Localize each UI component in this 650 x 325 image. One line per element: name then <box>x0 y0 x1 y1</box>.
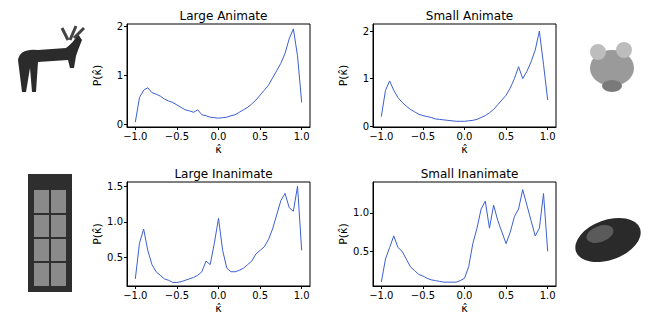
svg-text:−0.5: −0.5 <box>411 131 435 142</box>
svg-text:−1.0: −1.0 <box>123 290 147 301</box>
svg-text:0.0: 0.0 <box>457 290 473 301</box>
svg-text:1: 1 <box>363 73 369 84</box>
svg-text:Small Inanimate: Small Inanimate <box>421 167 519 181</box>
svg-text:−0.5: −0.5 <box>165 290 189 301</box>
svg-text:1.0: 1.0 <box>540 131 556 142</box>
svg-text:κ̂: κ̂ <box>215 143 222 156</box>
svg-text:1: 1 <box>117 70 123 81</box>
svg-text:1.0: 1.0 <box>294 131 310 142</box>
svg-text:0.5: 0.5 <box>252 131 268 142</box>
svg-text:−1.0: −1.0 <box>123 131 147 142</box>
svg-text:0.0: 0.0 <box>211 131 227 142</box>
svg-text:2: 2 <box>117 21 123 32</box>
svg-text:0: 0 <box>363 121 369 132</box>
svg-text:−1.0: −1.0 <box>369 131 393 142</box>
svg-text:−0.5: −0.5 <box>165 131 189 142</box>
svg-text:1.0: 1.0 <box>353 207 369 218</box>
svg-text:0.5: 0.5 <box>498 290 514 301</box>
svg-text:κ̂: κ̂ <box>461 302 468 315</box>
svg-text:0.5: 0.5 <box>498 131 514 142</box>
svg-text:Small Animate: Small Animate <box>426 9 513 23</box>
svg-text:Large Animate: Large Animate <box>180 9 268 23</box>
svg-text:1.5: 1.5 <box>107 181 123 192</box>
svg-text:1.0: 1.0 <box>294 290 310 301</box>
svg-text:P(κ̂): P(κ̂) <box>91 223 104 245</box>
svg-text:−1.0: −1.0 <box>369 290 393 301</box>
svg-text:0.5: 0.5 <box>252 290 268 301</box>
svg-text:1.0: 1.0 <box>107 216 123 227</box>
svg-text:P(κ̂): P(κ̂) <box>91 65 104 87</box>
svg-text:0.5: 0.5 <box>107 252 123 263</box>
svg-text:0.5: 0.5 <box>353 246 369 257</box>
svg-text:0: 0 <box>117 119 123 130</box>
svg-text:1.0: 1.0 <box>540 290 556 301</box>
svg-text:κ̂: κ̂ <box>215 302 222 315</box>
svg-text:P(κ̂): P(κ̂) <box>337 65 350 87</box>
svg-text:Large Inanimate: Large Inanimate <box>174 167 272 181</box>
svg-text:0.0: 0.0 <box>457 131 473 142</box>
svg-text:2: 2 <box>363 26 369 37</box>
svg-text:−0.5: −0.5 <box>411 290 435 301</box>
svg-text:0.0: 0.0 <box>211 290 227 301</box>
svg-text:P(κ̂): P(κ̂) <box>337 223 350 245</box>
svg-text:κ̂: κ̂ <box>461 143 468 156</box>
